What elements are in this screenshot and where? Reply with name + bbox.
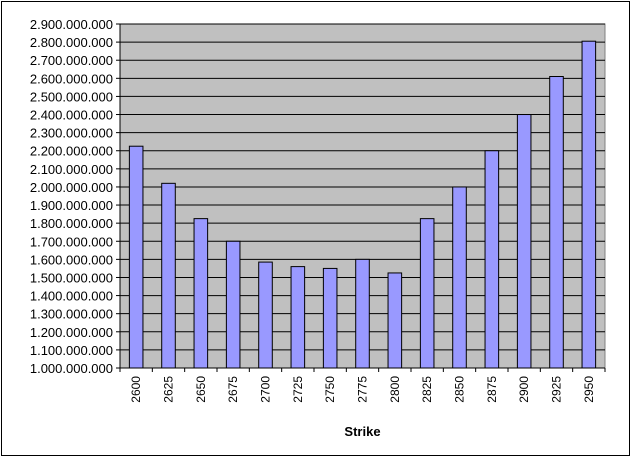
y-tick-label: 1.100.000.000 [30,343,113,358]
y-tick-label: 1.700.000.000 [30,234,113,249]
bar-2675 [225,240,241,369]
x-tick-label: 2600 [129,376,143,403]
x-tick-label: 2900 [517,376,531,403]
bar-2750 [322,267,338,369]
y-tick-label: 2.000.000.000 [30,180,113,195]
x-tick-label: 2775 [356,376,370,403]
x-tick-label: 2650 [194,376,208,403]
y-tick-label: 1.600.000.000 [30,252,113,267]
y-tick-label: 1.500.000.000 [30,270,113,285]
y-tick-label: 2.500.000.000 [30,89,113,104]
bar-2950 [581,40,597,369]
bar-2875 [484,150,500,369]
bars [128,40,597,369]
bar-2650 [193,218,209,369]
x-tick-label: 2700 [259,376,273,403]
x-tick-label: 2850 [453,376,467,403]
y-tick-label: 2.900.000.000 [30,17,113,32]
x-tick-label: 2875 [485,376,499,403]
x-tick-label: 2800 [388,376,402,403]
y-tick-label: 1.000.000.000 [30,361,113,376]
x-axis-ticks: 2600 2625 2650 2675 2700 2725 2750 2775 2800 2825… [119,368,606,403]
y-tick-label: 1.900.000.000 [30,198,113,213]
bar-2625 [161,182,176,369]
bar-2900 [516,114,532,369]
bar-2825 [419,218,435,369]
x-tick-label: 2950 [582,376,596,403]
y-tick-label: 1.800.000.000 [30,216,113,231]
y-tick-label: 2.700.000.000 [30,53,113,68]
y-tick-label: 1.400.000.000 [30,289,113,304]
y-tick-label: 2.800.000.000 [30,35,113,50]
y-tick-label: 1.300.000.000 [30,307,113,322]
y-tick-label: 1.200.000.000 [30,325,113,340]
bar-2850 [452,186,467,369]
y-axis-ticks: 1.000.000.000 1.100.000.000 1.200.000.000 1… [30,17,605,376]
y-tick-label: 2.600.000.000 [30,71,113,86]
bar-2925 [549,76,564,369]
x-tick-label: 2725 [291,376,305,403]
x-axis-label: Strike [344,424,380,439]
x-tick-label: 2750 [323,376,337,403]
x-tick-label: 2675 [226,376,240,403]
bar-2800 [387,272,403,369]
y-tick-label: 2.300.000.000 [30,126,113,141]
bar-2700 [258,261,273,369]
bar-2600 [128,145,144,369]
bar-2725 [290,266,306,369]
bar-2775 [355,258,370,369]
y-tick-label: 2.400.000.000 [30,108,113,123]
y-tick-label: 2.200.000.000 [30,144,113,159]
x-tick-label: 2625 [162,376,176,403]
x-tick-label: 2925 [550,376,564,403]
y-tick-label: 2.100.000.000 [30,162,113,177]
x-tick-label: 2825 [420,376,434,403]
